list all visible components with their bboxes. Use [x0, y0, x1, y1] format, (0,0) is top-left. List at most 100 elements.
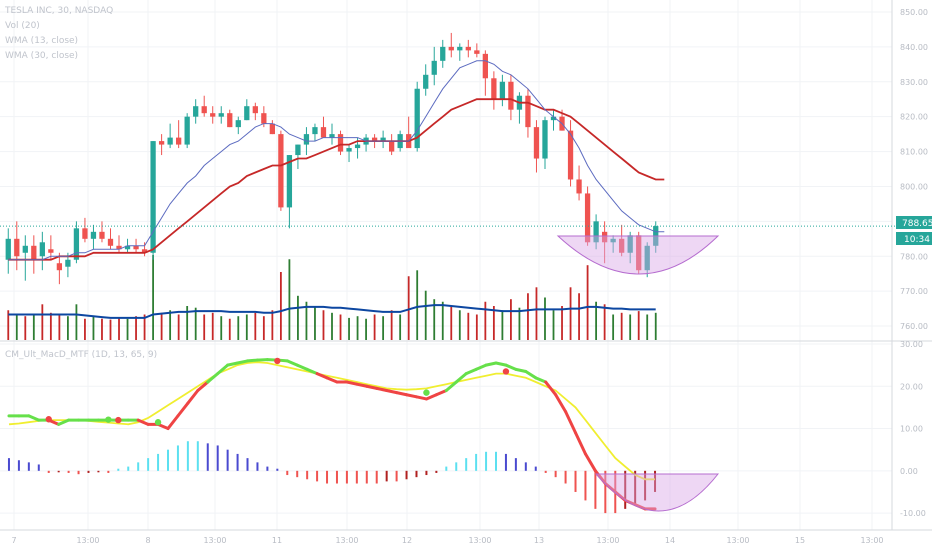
volume-bar: [331, 312, 333, 340]
candle-body: [329, 134, 335, 138]
indicator-axis[interactable]: 30.00 20.00 10.00 0.00 -10.00: [900, 340, 926, 518]
volume-bar: [458, 310, 461, 340]
volume-bar: [101, 318, 103, 340]
macd-line-segment: [305, 367, 319, 376]
histogram-bar: [425, 470, 428, 476]
volume-bars: [7, 255, 657, 340]
macd-histogram: [7, 441, 657, 514]
histogram-bar: [27, 462, 30, 471]
histogram-bar: [345, 470, 348, 484]
volume-bar: [7, 310, 10, 340]
macd-line-segment: [57, 418, 71, 426]
candle-body: [388, 141, 395, 152]
volume-bar: [535, 287, 538, 340]
wma-fast-legend[interactable]: WMA (13, close): [5, 36, 78, 46]
volume-bar: [620, 312, 623, 340]
symbol-legend[interactable]: TESLA INC, 30, NASDAQ: [4, 6, 113, 16]
macd-line-segment: [196, 380, 210, 392]
volume-bar: [220, 316, 223, 340]
macd-line-segment: [226, 361, 240, 367]
volume-bar: [484, 301, 487, 340]
price-tick-label: 810.00: [900, 148, 928, 157]
histogram-bar: [206, 443, 209, 471]
histogram-bar: [266, 466, 269, 471]
volume-bar: [143, 314, 146, 340]
volume-legend[interactable]: Vol (20): [5, 21, 40, 31]
candle-body: [22, 245, 28, 253]
macd-line-segment: [424, 393, 438, 401]
histogram-bar: [584, 470, 587, 501]
volume-bar: [109, 319, 112, 340]
candle-body: [99, 231, 105, 239]
macd-line-segment: [514, 367, 528, 373]
histogram-bar: [395, 470, 398, 482]
wma-slow-legend[interactable]: WMA (30, close): [5, 51, 78, 61]
volume-bar: [41, 304, 44, 340]
histogram-bar: [335, 470, 338, 484]
time-tick-label: 13:00: [468, 536, 491, 545]
volume-bar: [433, 299, 436, 340]
time-tick-label: 14: [665, 536, 675, 545]
grid: [0, 0, 932, 531]
price-axis[interactable]: 850.00840.00830.00820.00810.00800.00790.…: [900, 8, 928, 331]
macd-line-segment: [375, 386, 389, 392]
macd-cross-dot: [105, 416, 112, 423]
candles[interactable]: [5, 32, 659, 285]
volume-bar: [365, 318, 367, 340]
volume-bar: [262, 316, 265, 340]
macd-line-segment: [236, 359, 250, 365]
volume-bar: [135, 316, 137, 340]
macd-line-segment: [603, 482, 617, 494]
candle-body: [431, 60, 437, 75]
histogram-bar: [485, 451, 488, 471]
macd-line-segment: [246, 358, 259, 363]
candle-body: [499, 81, 506, 100]
candle-body: [354, 144, 361, 149]
candle-body: [150, 141, 156, 253]
cup-pattern-price: [556, 235, 720, 275]
time-tick-label: 13:00: [335, 536, 358, 545]
candle-body: [56, 263, 63, 271]
volume-bar: [382, 316, 385, 340]
macd-line-segment: [554, 393, 568, 414]
candle-body: [218, 113, 224, 117]
histogram-bar: [167, 449, 169, 471]
histogram-bar: [465, 458, 468, 471]
macd-line-segment: [524, 369, 538, 380]
macd-line-segment: [325, 376, 339, 384]
volume-bar: [271, 310, 274, 340]
cup-shape-macd: [594, 473, 720, 512]
volume-ma-line: [8, 304, 656, 319]
volume-bar: [586, 265, 589, 340]
macd-line-segment: [464, 367, 478, 376]
bar-countdown: 10:34: [904, 235, 930, 245]
macd-line-segment: [395, 391, 409, 397]
histogram-bar: [455, 462, 458, 471]
time-axis[interactable]: 7 13:00 8 13:00 11 13:00 12 13:00 13 13:00 14 13:00…: [11, 536, 883, 545]
volume-bar: [237, 316, 240, 340]
histogram-bar: [574, 470, 577, 492]
volume-bar: [49, 312, 52, 340]
candle-body: [235, 120, 241, 128]
cup-shape-price: [556, 235, 720, 275]
indicator-legend[interactable]: CM_Ult_MacD_MTF (1D, 13, 65, 9): [5, 350, 157, 360]
candle-body: [176, 137, 182, 145]
volume-bar: [510, 299, 512, 340]
macd-line-segment: [574, 431, 587, 456]
volume-bar: [160, 312, 163, 340]
candle-body: [576, 179, 582, 194]
macd-cross-dot: [423, 389, 430, 396]
indicator-tick-label: 20.00: [900, 382, 923, 391]
volume-bar: [390, 310, 393, 340]
macd-line-segment: [544, 380, 558, 397]
volume-bar: [595, 301, 598, 340]
volume-bar: [245, 314, 248, 340]
histogram-bar: [415, 470, 418, 478]
macd-line-segment: [285, 359, 299, 367]
volume-bar: [84, 318, 86, 340]
macd-line-segment: [593, 469, 607, 485]
histogram-bar: [17, 460, 20, 471]
last-price-tag: 788.65: [896, 216, 932, 229]
histogram-bar: [196, 441, 199, 471]
